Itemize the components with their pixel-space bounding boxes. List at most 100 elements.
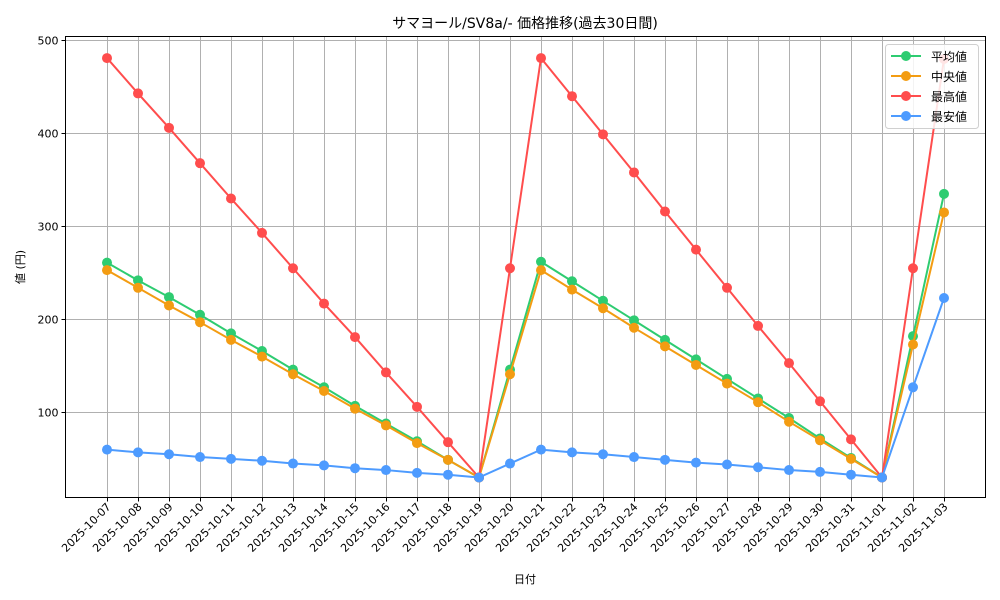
legend-label: 平均値 [931,49,967,64]
data-point [226,453,236,464]
y-axis: 100 200 300 400 500 [38,35,66,420]
data-point [567,284,577,295]
x-axis-label: 日付 [514,573,536,586]
series-line [106,297,945,479]
data-point [164,292,174,303]
data-point [908,339,918,350]
data-point [660,206,670,217]
data-point [257,455,267,466]
data-point [660,454,670,465]
data-point [195,452,205,463]
data-point [660,341,670,352]
data-point [381,420,391,431]
data-point [784,416,794,427]
data-point [412,438,422,449]
data-point [350,332,360,343]
legend-marker [901,111,911,121]
data-point [505,458,515,469]
data-point [691,244,701,255]
data-point [164,300,174,311]
data-point [412,401,422,412]
data-point [319,298,329,309]
data-point [722,378,732,389]
data-point [598,303,608,314]
series-lines [102,53,949,483]
data-point [753,397,763,408]
data-point [195,158,205,169]
grid [65,36,986,498]
legend-marker [901,71,911,81]
y-axis-label: 値 (円) [14,250,27,284]
data-point [288,263,298,274]
data-point [536,265,546,276]
data-point [815,396,825,407]
data-point [629,452,639,463]
data-point [102,257,112,268]
series-3 [102,293,949,483]
data-point [629,315,639,326]
data-point [753,462,763,473]
series-line [106,57,945,479]
data-point [846,453,856,464]
legend-marker [901,91,911,101]
series-2 [102,53,949,483]
data-point [226,334,236,345]
data-point [598,295,608,306]
data-point [877,472,887,483]
data-point [102,53,112,64]
legend-label: 最安値 [931,109,967,124]
data-point [257,227,267,238]
data-point [536,256,546,267]
legend-marker [901,51,911,61]
data-point [629,167,639,178]
data-point [784,465,794,476]
data-point [536,444,546,455]
data-point [505,369,515,380]
data-point [908,382,918,393]
legend-label: 最高値 [931,89,967,104]
data-point [195,309,205,320]
data-point [567,91,577,102]
data-point [381,465,391,476]
data-point [164,122,174,133]
data-point [443,437,453,448]
data-point [939,188,949,199]
series-line [106,193,945,479]
data-point [319,460,329,471]
y-tick-label: 400 [38,128,59,141]
data-point [164,449,174,460]
y-tick-label: 200 [38,314,59,327]
data-point [722,459,732,470]
data-point [350,463,360,474]
x-axis: 2025-10-072025-10-082025-10-092025-10-10… [59,497,951,555]
data-point [133,88,143,99]
data-point [846,469,856,480]
data-point [691,359,701,370]
data-point [505,263,515,274]
data-point [319,386,329,397]
data-point [908,263,918,274]
data-point [536,53,546,64]
data-point [350,403,360,414]
data-point [257,351,267,362]
data-point [412,467,422,478]
y-tick-label: 300 [38,221,59,234]
data-point [846,434,856,445]
data-point [815,435,825,446]
data-point [753,320,763,331]
data-point [288,369,298,380]
data-point [226,193,236,204]
data-point [474,472,484,483]
data-point [133,275,143,286]
plot-frame [65,36,986,498]
legend-label: 中央値 [931,69,967,84]
chart-title: サマヨール/SV8a/- 価格推移(過去30日間) [392,16,658,32]
data-point [598,129,608,140]
data-point [784,358,794,369]
data-point [939,293,949,304]
data-point [195,317,205,328]
data-point [288,458,298,469]
data-point [443,469,453,480]
